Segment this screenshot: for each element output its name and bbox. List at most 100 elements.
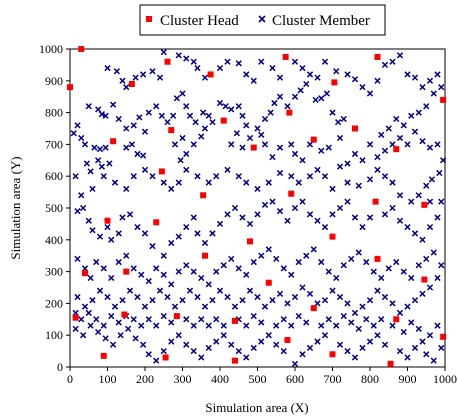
cluster-head-point: [173, 313, 180, 320]
cluster-member-point: [438, 84, 445, 91]
cluster-member-point: [258, 131, 265, 138]
cluster-member-point: [153, 103, 160, 110]
cluster-member-point: [426, 77, 434, 84]
cluster-member-point: [104, 293, 111, 301]
cluster-member-point: [381, 61, 389, 69]
cluster-member-point: [438, 198, 445, 205]
cluster-head-point: [72, 314, 79, 321]
cluster-member-point: [333, 274, 340, 282]
cluster-head-point: [200, 192, 207, 199]
cluster-member-point: [209, 119, 216, 126]
cluster-member-point: [404, 223, 411, 231]
cluster-member-point: [235, 173, 242, 180]
cluster-member-point: [216, 64, 224, 72]
cluster-member-point: [299, 351, 306, 358]
cluster-member-point: [297, 87, 304, 94]
cluster-member-point: [175, 332, 182, 339]
cluster-head-point: [232, 317, 238, 324]
y-tick-label: 900: [45, 74, 63, 88]
cluster-member-point: [224, 293, 231, 301]
cluster-member-point: [74, 293, 81, 301]
cluster-member-point: [96, 146, 104, 153]
cluster-member-point: [355, 249, 362, 256]
cluster-member-point: [269, 297, 276, 304]
cluster-member-point: [74, 122, 81, 129]
cluster-member-point: [363, 258, 370, 266]
cluster-member-point: [389, 322, 396, 329]
cluster-member-point: [164, 293, 171, 301]
cluster-member-point: [438, 344, 445, 352]
cluster-member-point: [117, 332, 124, 339]
cluster-member-point: [231, 204, 239, 212]
cluster-member-point: [177, 157, 184, 164]
cluster-member-point: [280, 347, 287, 355]
cluster-member-point: [220, 322, 227, 329]
cluster-head-point: [168, 127, 175, 134]
cluster-member-point: [168, 281, 175, 288]
cluster-member-point: [411, 344, 419, 352]
cluster-head-point: [421, 201, 428, 208]
cluster-member-point: [261, 201, 269, 208]
cluster-member-point: [306, 211, 314, 218]
cluster-member-point: [423, 255, 430, 263]
cluster-head-point: [247, 238, 253, 245]
cluster-member-point: [411, 230, 419, 237]
cluster-member-point: [85, 309, 92, 317]
legend-marker-cluster-head: [146, 16, 152, 22]
cluster-member-point: [348, 319, 355, 326]
cluster-member-point: [348, 255, 355, 263]
cluster-member-point: [370, 322, 377, 329]
cluster-member-point: [434, 141, 441, 148]
cluster-member-point: [436, 169, 443, 177]
cluster-member-point: [276, 169, 284, 177]
cluster-member-point: [190, 58, 197, 65]
cluster-member-point: [396, 347, 404, 355]
x-tick-label: 800: [361, 372, 379, 386]
cluster-member-point: [423, 103, 430, 110]
x-axis: 0 100 200 300 400 500 600 700 800 900 1000: [67, 367, 457, 386]
cluster-member-point: [179, 90, 186, 97]
cluster-member-point: [396, 217, 404, 224]
cluster-member-point: [323, 90, 331, 97]
x-tick-label: 400: [211, 372, 229, 386]
cluster-member-point: [149, 68, 156, 75]
cluster-member-point: [258, 338, 265, 345]
cluster-member-point: [291, 204, 299, 212]
cluster-member-point: [381, 147, 389, 154]
cluster-member-point: [102, 335, 109, 342]
cluster-head-point: [121, 311, 128, 318]
cluster-member-point: [430, 357, 437, 364]
cluster-member-point: [276, 144, 284, 151]
cluster-member-point: [190, 268, 197, 275]
cluster-member-point: [220, 332, 227, 339]
cluster-head-point: [282, 53, 289, 60]
cluster-member-point: [288, 141, 295, 148]
cluster-member-point: [291, 150, 299, 158]
cluster-member-point: [415, 192, 422, 199]
x-tick-label: 300: [174, 372, 192, 386]
cluster-member-point: [228, 106, 235, 113]
cluster-member-point: [340, 262, 347, 269]
cluster-member-point: [246, 220, 254, 228]
cluster-member-point: [318, 147, 325, 154]
y-axis-label: Simulation area (Y): [8, 156, 23, 259]
cluster-head-point: [100, 352, 107, 359]
y-axis: 0 100 200 300 400 500 600 700 800 900 1000: [39, 42, 70, 374]
cluster-member-point: [113, 68, 121, 75]
cluster-member-point: [404, 141, 411, 148]
cluster-member-point: [374, 77, 381, 84]
cluster-member-point: [419, 236, 426, 243]
x-tick-label: 900: [399, 372, 417, 386]
cluster-member-point: [325, 268, 332, 275]
cluster-member-point: [145, 109, 152, 116]
cluster-member-point: [370, 268, 377, 275]
cluster-member-point: [108, 312, 115, 320]
cluster-member-point: [284, 217, 291, 224]
cluster-member-point: [329, 185, 336, 193]
cluster-member-point: [169, 112, 177, 119]
cluster-member-point: [149, 297, 156, 304]
cluster-member-point: [312, 96, 319, 104]
cluster-member-point: [276, 93, 284, 100]
cluster-member-point: [233, 130, 241, 137]
cluster-head-point: [82, 270, 88, 277]
